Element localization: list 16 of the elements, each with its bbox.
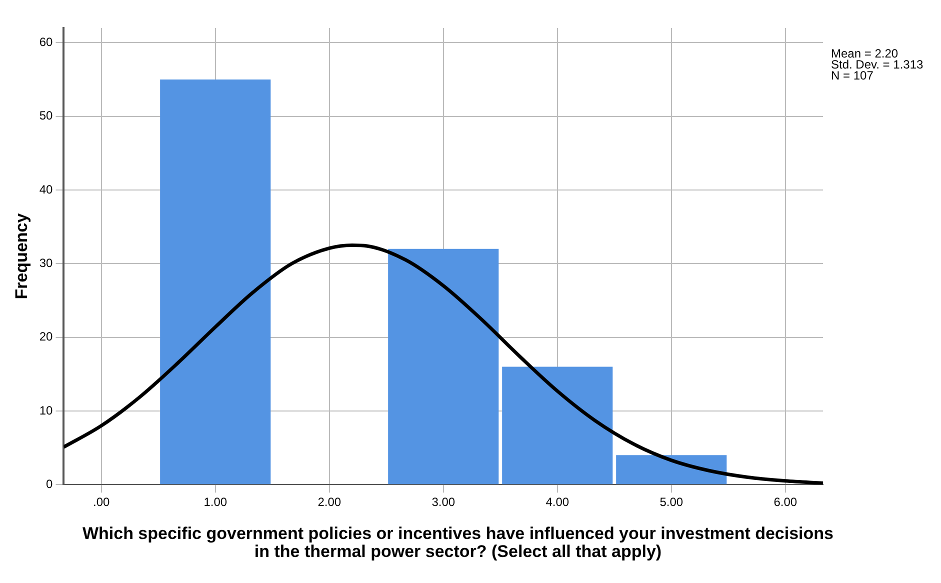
y-tick-label: 10 xyxy=(39,403,54,418)
y-tick-label: 60 xyxy=(39,35,54,50)
x-tick-label: 5.00 xyxy=(660,495,684,510)
x-tick-label: 1.00 xyxy=(204,495,228,510)
y-tick-label: 50 xyxy=(39,108,54,123)
y-tick-label: 20 xyxy=(39,330,54,344)
y-tick-label: 40 xyxy=(39,182,54,196)
y-axis-title: Frequency xyxy=(12,212,31,300)
x-axis-title: Which specific government policies or incentives have influenced your investment decisions in the thermal power sector? (Select all that apply) xyxy=(81,524,835,561)
x-tick-label: .00 xyxy=(93,495,110,510)
x-tick-label: 2.00 xyxy=(318,495,342,510)
x-tick-label: 4.00 xyxy=(546,495,570,510)
y-tick-label: 0 xyxy=(46,476,54,491)
x-tick-label: 6.00 xyxy=(774,495,798,510)
x-tick-label: 3.00 xyxy=(432,495,456,510)
y-tick-label: 30 xyxy=(39,256,54,270)
